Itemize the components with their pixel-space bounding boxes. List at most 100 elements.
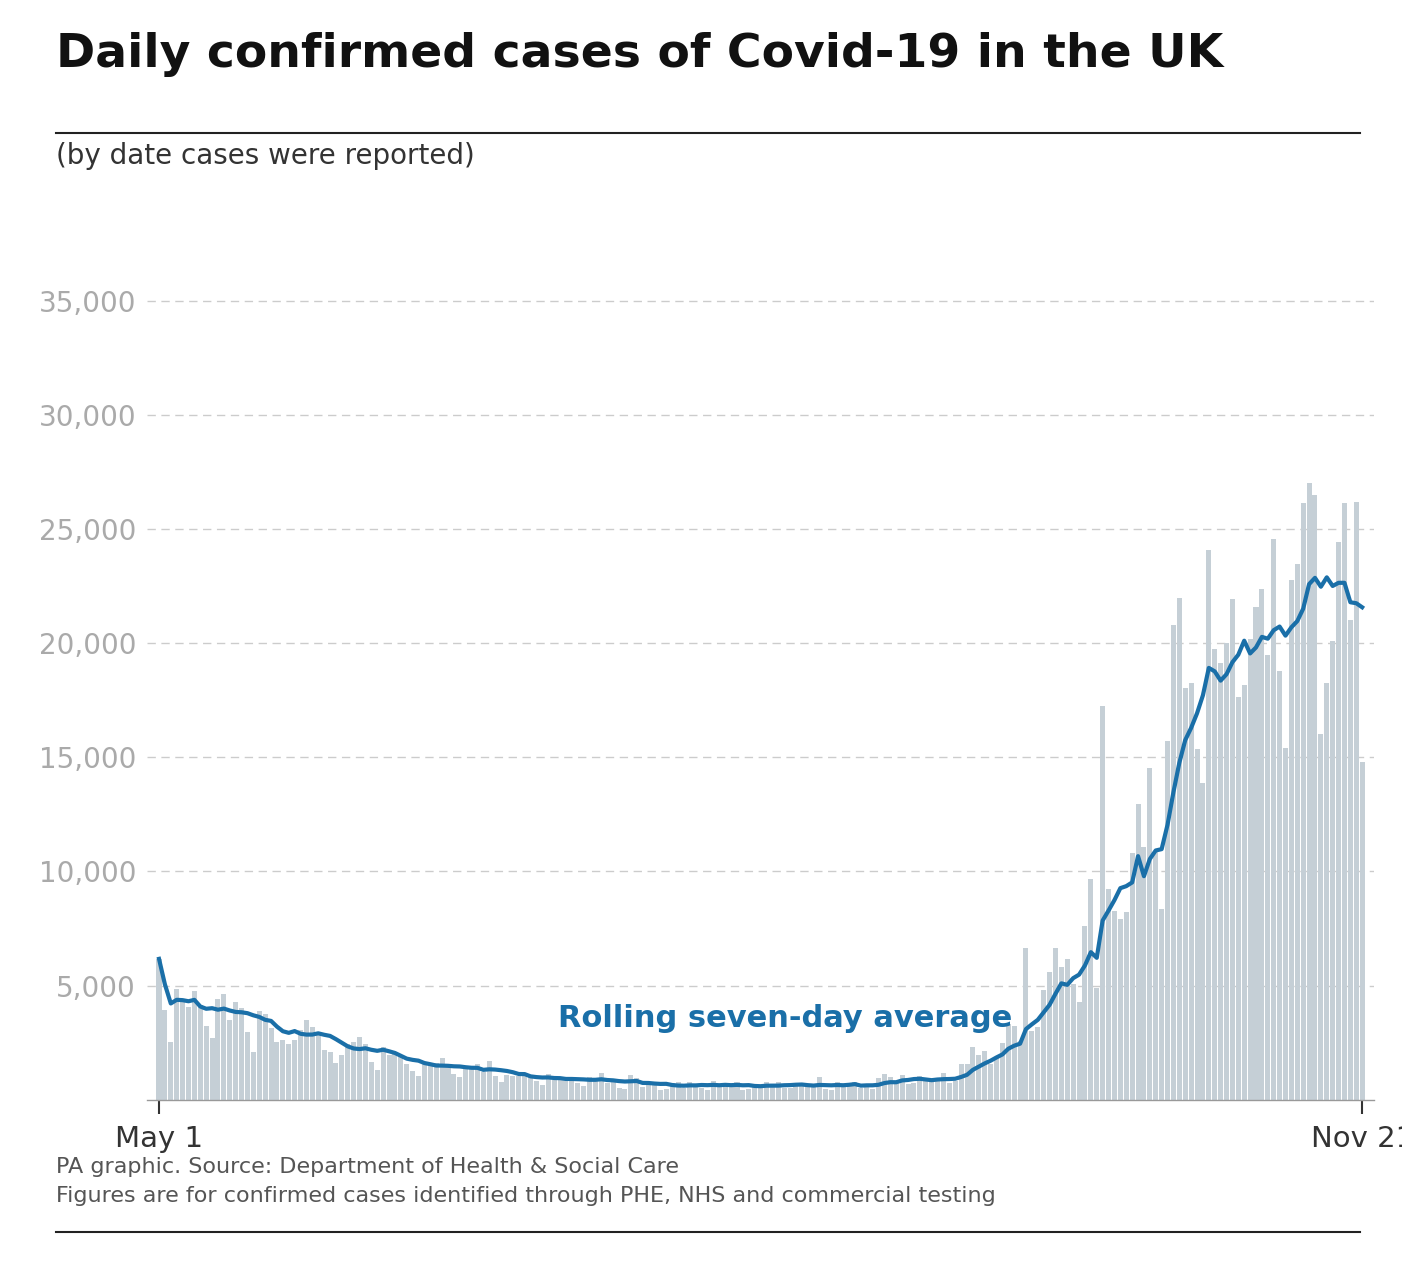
Bar [753,1087,757,1100]
Bar [551,1081,557,1100]
Bar [1307,483,1312,1100]
Bar [209,1038,215,1100]
Bar [941,1073,946,1100]
Bar [911,1083,917,1100]
Bar [233,1001,238,1100]
Bar [522,1073,527,1100]
Bar [1094,987,1099,1100]
Bar [304,1020,308,1100]
Bar [446,1066,450,1100]
Bar [1171,624,1176,1100]
Bar [174,988,179,1100]
Bar [192,991,196,1100]
Bar [587,1077,592,1100]
Bar [1183,688,1187,1100]
Bar [641,1087,645,1100]
Text: Daily confirmed cases of Covid-19 in the UK: Daily confirmed cases of Covid-19 in the… [56,32,1224,77]
Bar [1347,619,1353,1100]
Bar [740,1091,746,1100]
Bar [864,1087,869,1100]
Bar [782,1088,787,1100]
Bar [404,1064,409,1100]
Bar [1206,550,1211,1100]
Bar [970,1047,976,1100]
Bar [564,1078,568,1100]
Bar [700,1087,704,1100]
Bar [328,1052,332,1100]
Bar [286,1044,292,1100]
Bar [1176,598,1182,1100]
Bar [1283,748,1288,1100]
Bar [269,1028,273,1100]
Bar [387,1055,391,1100]
Bar [1354,502,1359,1100]
Bar [534,1081,538,1100]
Bar [959,1064,963,1100]
Bar [847,1083,851,1100]
Bar [1112,911,1117,1100]
Bar [481,1072,486,1100]
Bar [1005,1024,1011,1100]
Bar [1047,972,1052,1100]
Bar [1165,741,1171,1100]
Bar [628,1076,634,1100]
Bar [1325,683,1329,1100]
Bar [599,1073,604,1100]
Bar [1295,564,1300,1100]
Bar [363,1044,367,1100]
Bar [876,1078,880,1100]
Bar [935,1078,939,1100]
Bar [422,1064,428,1100]
Bar [475,1064,479,1100]
Bar [463,1069,468,1100]
Bar [299,1029,303,1100]
Bar [1154,851,1158,1100]
Bar [433,1063,439,1100]
Bar [1101,707,1105,1100]
Bar [1042,990,1046,1100]
Bar [988,1064,993,1100]
Bar [871,1090,875,1100]
Bar [492,1076,498,1100]
Bar [994,1058,1000,1100]
Bar [470,1067,474,1100]
Bar [1064,959,1070,1100]
Bar [1035,1026,1040,1100]
Bar [411,1071,415,1100]
Text: (by date cases were reported): (by date cases were reported) [56,142,475,169]
Bar [1312,495,1318,1100]
Bar [716,1085,722,1100]
Bar [1053,948,1059,1100]
Bar [805,1086,810,1100]
Bar [887,1077,893,1100]
Bar [858,1088,864,1100]
Bar [646,1085,651,1100]
Bar [1230,599,1235,1100]
Bar [1159,909,1164,1100]
Bar [924,1078,928,1100]
Bar [770,1083,775,1100]
Bar [1242,685,1246,1100]
Bar [604,1083,610,1100]
Bar [186,1006,191,1100]
Bar [486,1062,492,1100]
Bar [681,1088,687,1100]
Bar [676,1082,680,1100]
Bar [569,1077,575,1100]
Bar [168,1042,174,1100]
Bar [321,1050,327,1100]
Bar [1277,671,1281,1100]
Bar [893,1082,899,1100]
Bar [1224,643,1230,1100]
Bar [529,1077,533,1100]
Bar [834,1082,840,1100]
Bar [687,1082,693,1100]
Bar [310,1028,315,1100]
Bar [852,1082,858,1100]
Bar [841,1086,845,1100]
Bar [729,1085,733,1100]
Bar [558,1077,562,1100]
Bar [545,1074,551,1100]
Bar [1106,889,1110,1100]
Bar [705,1090,709,1100]
